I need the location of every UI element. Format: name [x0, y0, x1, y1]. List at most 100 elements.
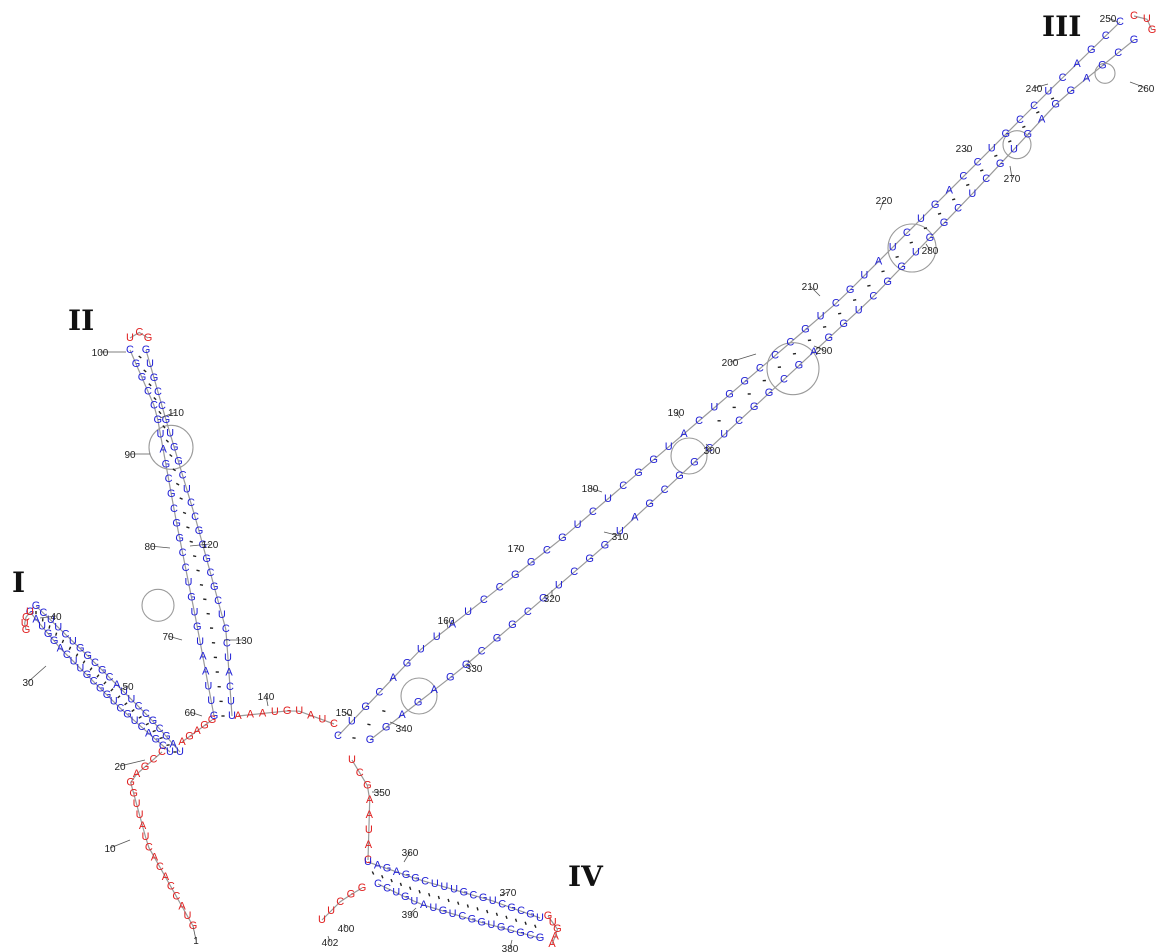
base-pair-dash	[75, 653, 79, 657]
nucleotide: G	[144, 332, 153, 344]
nucleotide: U	[70, 656, 78, 668]
base-pair-dash	[103, 681, 107, 685]
nucleotide: C	[1059, 72, 1067, 84]
position-tick	[389, 721, 405, 729]
nucleotide: C	[458, 911, 466, 923]
backbone-domain-IV-stem	[367, 861, 541, 919]
nucleotide: U	[392, 887, 400, 899]
nucleotide: G	[634, 467, 643, 479]
base-pair-dash	[367, 723, 371, 726]
nucleotide: C	[780, 373, 788, 385]
nucleotide: G	[996, 158, 1005, 170]
nucleotide: G	[202, 553, 211, 565]
nucleotide: G	[846, 284, 855, 296]
position-label: 90	[124, 450, 136, 461]
nucleotide: G	[98, 664, 107, 676]
nucleotide: A	[307, 710, 315, 722]
nucleotide: G	[414, 697, 423, 709]
nucleotide: A	[57, 642, 65, 654]
nucleotide: G	[76, 643, 85, 655]
base-pair-dash	[124, 702, 128, 706]
nucleotide: A	[1038, 114, 1046, 126]
nucleotide: G	[526, 909, 535, 921]
nucleotide: G	[129, 787, 138, 799]
position-tick	[515, 547, 521, 551]
nucleotide: C	[22, 611, 30, 623]
nucleotide: C	[869, 290, 877, 302]
nucleotide: C	[156, 861, 164, 873]
nucleotide: C	[1030, 100, 1038, 112]
nucleotide: C	[150, 753, 158, 765]
nucleotide: C	[374, 878, 382, 890]
nucleotide: G	[1087, 44, 1096, 56]
position-label: 300	[704, 446, 721, 457]
base-pair-dash	[381, 875, 384, 879]
nucleotide: G	[446, 672, 455, 684]
nucleotide: U	[348, 716, 356, 728]
base-pair-dash	[138, 355, 142, 359]
position-tick	[327, 935, 331, 943]
nucleotide: U	[327, 905, 335, 917]
nucleotide: U	[26, 606, 34, 618]
nucleotide: G	[83, 650, 92, 662]
base-pair-dash	[409, 886, 412, 891]
nucleotide: G	[22, 624, 31, 636]
nucleotide: A	[398, 709, 406, 721]
nucleotide: C	[1116, 16, 1124, 28]
backbone-domain-III-stem	[337, 21, 1121, 737]
nucleotide: U	[224, 652, 232, 664]
position-tick	[119, 685, 129, 691]
position-label: 260	[1138, 84, 1155, 95]
nucleotide: C	[90, 676, 98, 688]
nucleotide: C	[154, 386, 162, 398]
nucleotide: G	[44, 628, 53, 640]
base-pair-dash	[437, 895, 440, 900]
interior-loop-arc	[670, 437, 708, 475]
nucleotide: A	[145, 727, 153, 739]
nucleotide: C	[469, 889, 477, 901]
nucleotide: C	[179, 547, 187, 559]
nucleotide: U	[348, 754, 356, 766]
nucleotide: C	[158, 746, 166, 758]
base-pair-dash	[979, 169, 984, 172]
position-label: 230	[956, 144, 973, 155]
nucleotide: G	[123, 709, 132, 721]
nucleotide: U	[665, 441, 673, 453]
nucleotide: C	[1102, 30, 1110, 42]
nucleotide: G	[940, 217, 949, 229]
nucleotide: U	[1143, 13, 1151, 25]
nucleotide: U	[38, 621, 46, 633]
nucleotide: U	[616, 526, 624, 538]
position-tick	[445, 619, 449, 629]
base-pair-dash	[152, 729, 156, 733]
nucleotide: G	[185, 731, 194, 743]
base-pair-dash	[199, 584, 204, 586]
nucleotide: C	[165, 473, 173, 485]
nucleotide: G	[1051, 99, 1060, 111]
nucleotide: A	[1073, 58, 1081, 70]
base-pair-dash	[1036, 111, 1040, 114]
base-pair-dash	[837, 312, 842, 315]
backbone-junction-c	[351, 759, 371, 861]
nucleotide: G	[750, 401, 759, 413]
position-label: 220	[876, 196, 893, 207]
domain-label-III: III	[1042, 10, 1081, 43]
nucleotide: A	[365, 839, 373, 851]
base-pair-dash	[148, 383, 152, 387]
base-pair-dash	[117, 695, 121, 699]
nucleotide: A	[151, 851, 159, 863]
nucleotide: G	[825, 332, 834, 344]
nucleotide: U	[227, 696, 235, 708]
nucleotide: G	[477, 916, 486, 928]
nucleotide: C	[661, 484, 669, 496]
position-label: 280	[922, 246, 939, 257]
nucleotide: U	[855, 304, 863, 316]
backbone-junction-a	[181, 719, 213, 743]
nucleotide: U	[988, 142, 996, 154]
nucleotide: U	[574, 519, 582, 531]
base-pair-dash	[466, 904, 469, 908]
nucleotide: C	[364, 854, 372, 866]
nucleotide: C	[138, 721, 146, 733]
nucleotide: G	[1130, 34, 1139, 46]
nucleotide: C	[172, 891, 180, 903]
